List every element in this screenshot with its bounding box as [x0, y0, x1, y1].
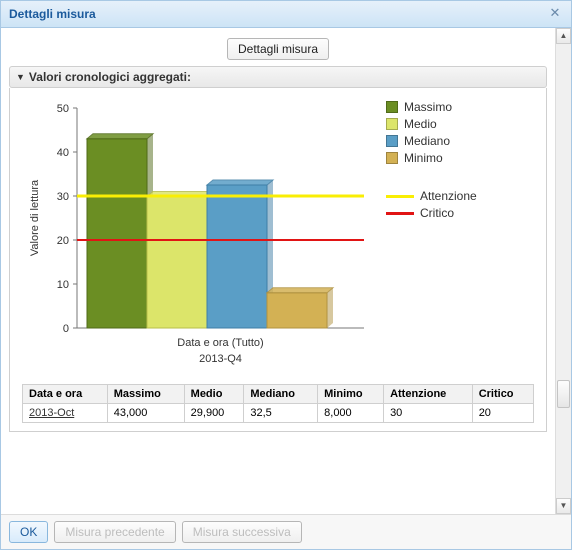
close-icon[interactable]: ✕	[547, 6, 563, 22]
legend-label: Minimo	[404, 151, 443, 165]
table-header: Mediano	[244, 385, 318, 404]
dialog: Dettagli misura ✕ Dettagli misura ▼ Valo…	[0, 0, 572, 550]
bar	[147, 196, 207, 328]
legend-label: Medio	[404, 117, 437, 131]
section-panel: 01020304050Data e ora (Tutto)2013-Q4Valo…	[9, 88, 547, 432]
legend-item: Massimo	[386, 99, 534, 115]
legend-item: Minimo	[386, 150, 534, 166]
scroll-track[interactable]	[556, 44, 571, 498]
legend-item: Medio	[386, 116, 534, 132]
content-area: Dettagli misura ▼ Valori cronologici agg…	[1, 28, 555, 514]
table-cell[interactable]: 2013-Oct	[23, 404, 108, 423]
svg-text:0: 0	[63, 323, 69, 335]
vertical-scrollbar[interactable]: ▲ ▼	[555, 28, 571, 514]
prev-measure-button[interactable]: Misura precedente	[54, 521, 175, 543]
table-row: 2013-Oct43,00029,90032,58,0003020	[23, 404, 534, 423]
section-header[interactable]: ▼ Valori cronologici aggregati:	[9, 66, 547, 88]
data-table: Data e oraMassimoMedioMedianoMinimoAtten…	[22, 384, 534, 423]
svg-text:40: 40	[57, 147, 69, 159]
svg-text:10: 10	[57, 279, 69, 291]
legend-swatch	[386, 118, 398, 130]
table-cell: 8,000	[318, 404, 384, 423]
legend-swatch	[386, 101, 398, 113]
dialog-title: Dettagli misura	[9, 7, 96, 21]
scroll-thumb[interactable]	[557, 380, 570, 408]
svg-text:30: 30	[57, 191, 69, 203]
table-header: Critico	[472, 385, 533, 404]
chart: 0 10 20 30 40 50 Data e ora (Tutto) 2013-Q4 Valo…	[22, 98, 372, 378]
section-title: Valori cronologici aggregati:	[29, 70, 191, 84]
bar	[87, 139, 147, 328]
legend-label: Mediano	[404, 134, 450, 148]
legend-line-swatch	[386, 212, 414, 215]
next-measure-button[interactable]: Misura successiva	[182, 521, 302, 543]
table-cell: 29,900	[184, 404, 244, 423]
legend-label: Attenzione	[420, 189, 477, 203]
scroll-up-arrow[interactable]: ▲	[556, 28, 571, 44]
chart-row: 0 10 20 30 40 50 Data e ora (Tutto) 2013-Q4 Valo…	[22, 98, 534, 378]
table-cell: 32,5	[244, 404, 318, 423]
bar	[207, 185, 267, 328]
table-cell: 20	[472, 404, 533, 423]
x-axis-title: Data e ora (Tutto)	[177, 337, 263, 349]
legend-swatch	[386, 135, 398, 147]
table-header: Minimo	[318, 385, 384, 404]
table-header: Massimo	[107, 385, 184, 404]
svg-text:20: 20	[57, 235, 69, 247]
legend-item: Critico	[386, 205, 534, 221]
legend-label: Massimo	[404, 100, 452, 114]
dialog-body: Dettagli misura ▼ Valori cronologici agg…	[1, 28, 571, 514]
collapse-icon: ▼	[16, 72, 25, 82]
table-header: Attenzione	[384, 385, 473, 404]
table-cell: 30	[384, 404, 473, 423]
dettagli-misura-button[interactable]: Dettagli misura	[227, 38, 329, 60]
legend-line-swatch	[386, 195, 414, 198]
legend-label: Critico	[420, 206, 454, 220]
table-header: Medio	[184, 385, 244, 404]
dialog-footer: OK Misura precedente Misura successiva	[1, 514, 571, 549]
y-axis-title: Valore di lettura	[29, 179, 41, 256]
titlebar: Dettagli misura ✕	[1, 1, 571, 28]
top-toolbar: Dettagli misura	[9, 36, 547, 66]
ok-button[interactable]: OK	[9, 521, 48, 543]
legend-item: Attenzione	[386, 188, 534, 204]
chart-svg: 0 10 20 30 40 50 Data e ora (Tutto) 2013-Q4 Valo…	[22, 98, 372, 378]
legend: Massimo Medio Mediano Minimo Attenzione Criti…	[372, 98, 534, 222]
scroll-down-arrow[interactable]: ▼	[556, 498, 571, 514]
bar	[267, 293, 327, 328]
svg-text:50: 50	[57, 103, 69, 115]
table-header: Data e ora	[23, 385, 108, 404]
x-axis-subtitle: 2013-Q4	[199, 353, 242, 365]
legend-swatch	[386, 152, 398, 164]
legend-item: Mediano	[386, 133, 534, 149]
table-cell: 43,000	[107, 404, 184, 423]
